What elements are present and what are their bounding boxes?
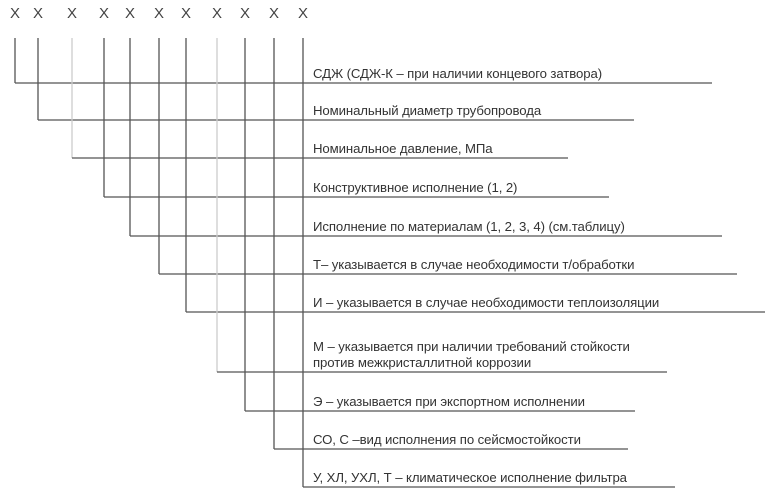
position-mark: X: [33, 5, 44, 22]
item-label: Номинальное давление, МПа: [313, 141, 493, 156]
item-label: Э – указывается при экспортном исполнени…: [313, 394, 585, 409]
item-label: Конструктивное исполнение (1, 2): [313, 180, 518, 195]
position-mark: X: [298, 5, 309, 22]
item-label: У, ХЛ, УХЛ, Т – климатическое исполнение…: [313, 470, 627, 485]
item-label: М – указывается при наличии требований с…: [313, 339, 630, 370]
item-label: Номинальный диаметр трубопровода: [313, 103, 542, 118]
position-mark: X: [10, 5, 21, 22]
item-label: И – указывается в случае необходимости т…: [313, 295, 660, 310]
position-mark: X: [154, 5, 165, 22]
position-mark: X: [125, 5, 136, 22]
item-label: Т– указывается в случае необходимости т/…: [313, 257, 635, 272]
position-mark: X: [181, 5, 192, 22]
position-mark: X: [269, 5, 280, 22]
item-label: Исполнение по материалам (1, 2, 3, 4) (с…: [313, 219, 625, 234]
position-mark: X: [212, 5, 223, 22]
position-mark: X: [67, 5, 78, 22]
item-label: СДЖ (СДЖ-К – при наличии концевого затво…: [313, 66, 602, 81]
position-mark: X: [240, 5, 251, 22]
position-mark: X: [99, 5, 110, 22]
item-label: СО, С –вид исполнения по сейсмостойкости: [313, 432, 581, 447]
